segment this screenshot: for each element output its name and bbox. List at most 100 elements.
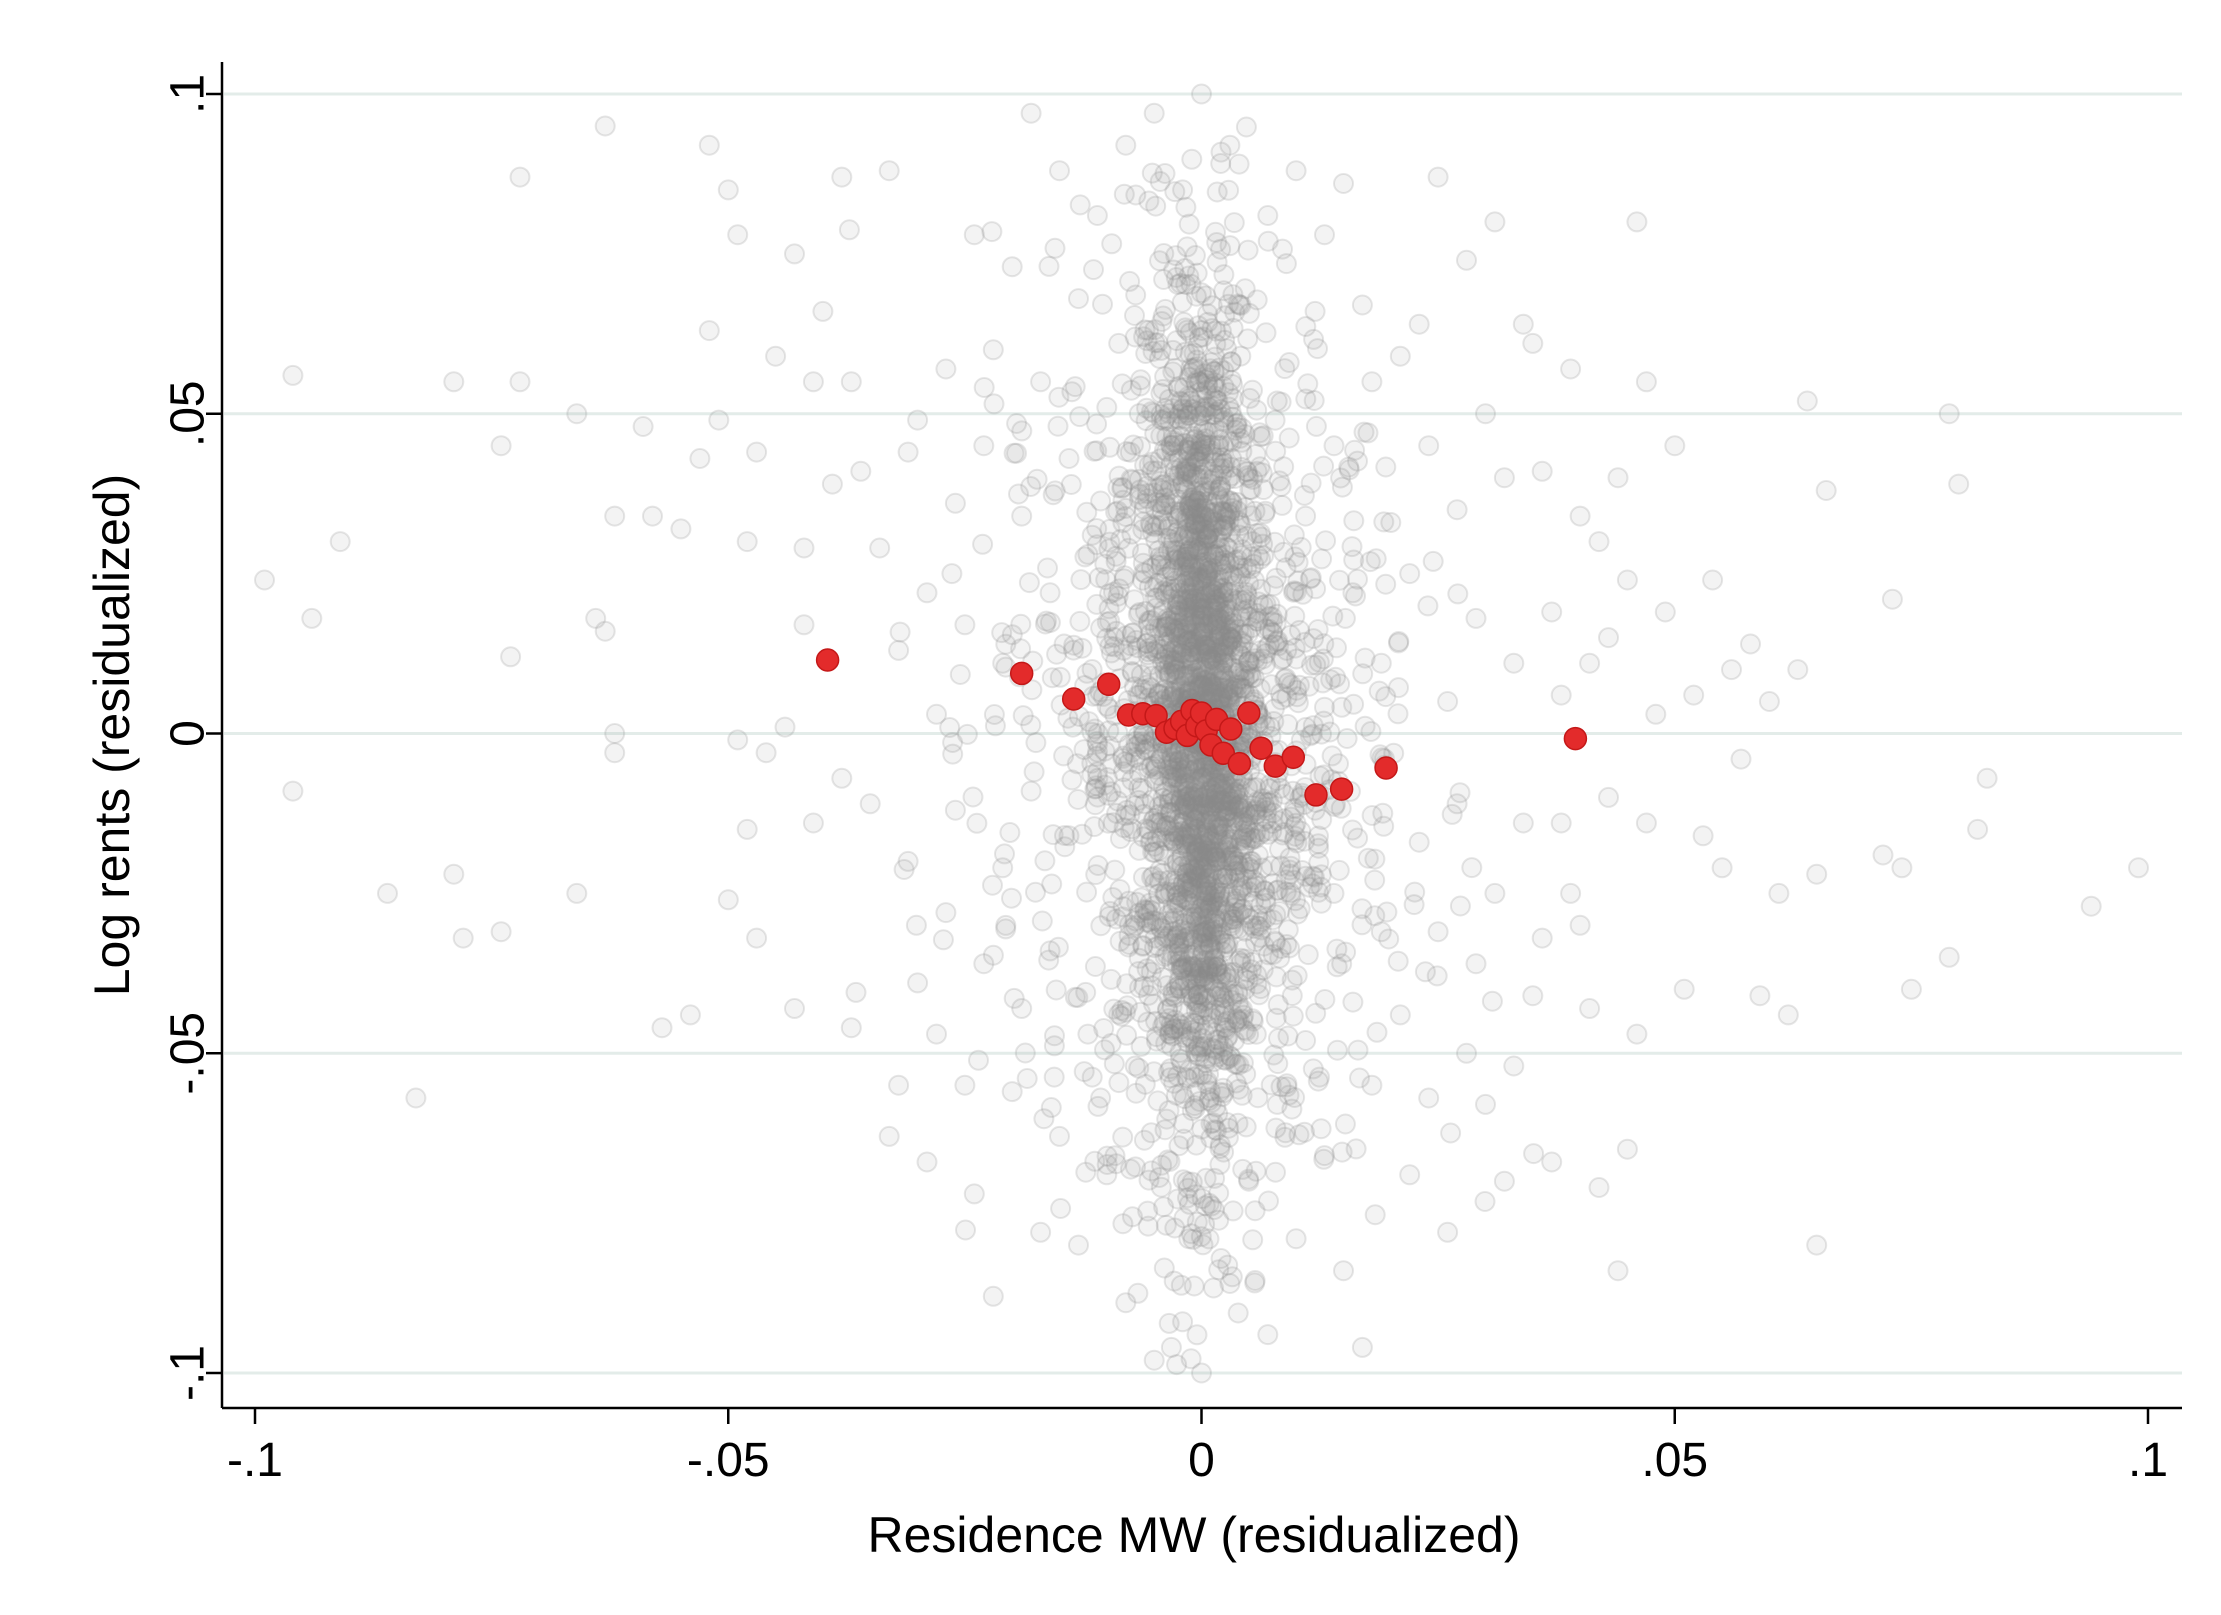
scatter-point xyxy=(605,743,624,762)
scatter-point xyxy=(1148,1091,1167,1110)
scatter-point xyxy=(653,1018,672,1037)
scatter-point xyxy=(1154,307,1173,326)
scatter-point xyxy=(1665,436,1684,455)
scatter-point xyxy=(1204,1279,1223,1298)
scatter-point xyxy=(1193,435,1212,454)
scatter-point xyxy=(1062,475,1081,494)
scatter-point xyxy=(918,1153,937,1172)
scatter-point xyxy=(1212,817,1231,836)
scatter-point xyxy=(1400,564,1419,583)
scatter-point xyxy=(1182,577,1201,596)
scatter-point xyxy=(1160,927,1179,946)
scatter-point xyxy=(1429,168,1448,187)
scatter-point xyxy=(1238,466,1257,485)
scatter-point xyxy=(1098,768,1117,787)
scatter-point xyxy=(1283,971,1302,990)
scatter-point xyxy=(1438,1223,1457,1242)
scatter-point xyxy=(1209,1260,1228,1279)
scatter-point xyxy=(1180,1195,1199,1214)
scatter-point xyxy=(1309,883,1328,902)
scatter-point xyxy=(1208,1035,1227,1054)
scatter-point xyxy=(1033,912,1052,931)
scatter-point xyxy=(1257,323,1276,342)
scatter-point xyxy=(776,718,795,737)
scatter-point xyxy=(1192,1120,1211,1139)
scatter-point xyxy=(1215,306,1234,325)
scatter-point xyxy=(1949,475,1968,494)
scatter-point xyxy=(851,462,870,481)
scatter-point xyxy=(1003,1082,1022,1101)
scatter-point xyxy=(1229,1114,1248,1133)
scatter-point xyxy=(1167,268,1186,287)
scatter-point xyxy=(1590,532,1609,551)
scatter-point xyxy=(1457,251,1476,270)
scatter-point xyxy=(1262,1075,1281,1094)
scatter-point xyxy=(1069,790,1088,809)
scatter-point xyxy=(378,884,397,903)
scatter-point xyxy=(1280,429,1299,448)
scatter-point xyxy=(804,814,823,833)
scatter-point xyxy=(1100,533,1119,552)
scatter-point xyxy=(1170,752,1189,771)
scatter-point xyxy=(1542,603,1561,622)
scatter-point xyxy=(1217,973,1236,992)
scatter-point xyxy=(1102,234,1121,253)
scatter-point xyxy=(1051,1199,1070,1218)
scatter-point xyxy=(1022,782,1041,801)
scatter-point xyxy=(1457,1044,1476,1063)
scatter-point xyxy=(1438,692,1457,711)
binned-mean-point-20 xyxy=(1238,702,1260,724)
scatter-point xyxy=(1419,436,1438,455)
scatter-point xyxy=(1247,401,1266,420)
scatter-point xyxy=(1123,819,1142,838)
scatter-point xyxy=(283,782,302,801)
x-tick-label-2: 0 xyxy=(1188,1434,1215,1487)
scatter-point xyxy=(596,622,615,641)
scatter-point xyxy=(1618,571,1637,590)
scatter-point xyxy=(1892,858,1911,877)
scatter-point xyxy=(1113,1128,1132,1147)
scatter-point xyxy=(1769,884,1788,903)
scatter-point xyxy=(1046,239,1065,258)
scatter-point xyxy=(1807,865,1826,884)
scatter-point xyxy=(1333,1143,1352,1162)
scatter-point xyxy=(1309,839,1328,858)
scatter-point xyxy=(2129,858,2148,877)
scatter-point xyxy=(1514,315,1533,334)
scatter-point xyxy=(1315,225,1334,244)
scatter-point xyxy=(1609,468,1628,487)
scatter-point xyxy=(1187,837,1206,856)
scatter-point xyxy=(757,743,776,762)
scatter-point xyxy=(1391,1005,1410,1024)
scatter-point xyxy=(1086,957,1105,976)
scatter-point xyxy=(1171,795,1190,814)
scatter-point xyxy=(1504,654,1523,673)
scatter-point xyxy=(1246,1201,1265,1220)
scatter-point xyxy=(1117,1026,1136,1045)
scatter-point xyxy=(719,180,738,199)
scatter-point xyxy=(861,794,880,813)
scatter-point xyxy=(1366,1205,1385,1224)
scatter-point xyxy=(1389,633,1408,652)
scatter-point xyxy=(1300,677,1319,696)
scatter-point xyxy=(1580,654,1599,673)
scatter-point xyxy=(1940,948,1959,967)
scatter-point xyxy=(1443,805,1462,824)
scatter-point xyxy=(1363,806,1382,825)
scatter-point xyxy=(1817,481,1836,500)
scatter-point xyxy=(1026,733,1045,752)
scatter-point xyxy=(908,411,927,430)
scatter-point xyxy=(1389,952,1408,971)
scatter-point xyxy=(492,436,511,455)
scatter-point xyxy=(1533,462,1552,481)
scatter-point xyxy=(984,340,1003,359)
scatter-point xyxy=(1247,445,1266,464)
scatter-point xyxy=(681,1005,700,1024)
scatter-point xyxy=(1174,1028,1193,1047)
scatter-point xyxy=(899,443,918,462)
scatter-point xyxy=(1247,1025,1266,1044)
binned-mean-point-1 xyxy=(1011,662,1033,684)
scatter-point xyxy=(1182,1349,1201,1368)
scatter-point xyxy=(1173,960,1192,979)
scatter-point xyxy=(1109,1073,1128,1092)
